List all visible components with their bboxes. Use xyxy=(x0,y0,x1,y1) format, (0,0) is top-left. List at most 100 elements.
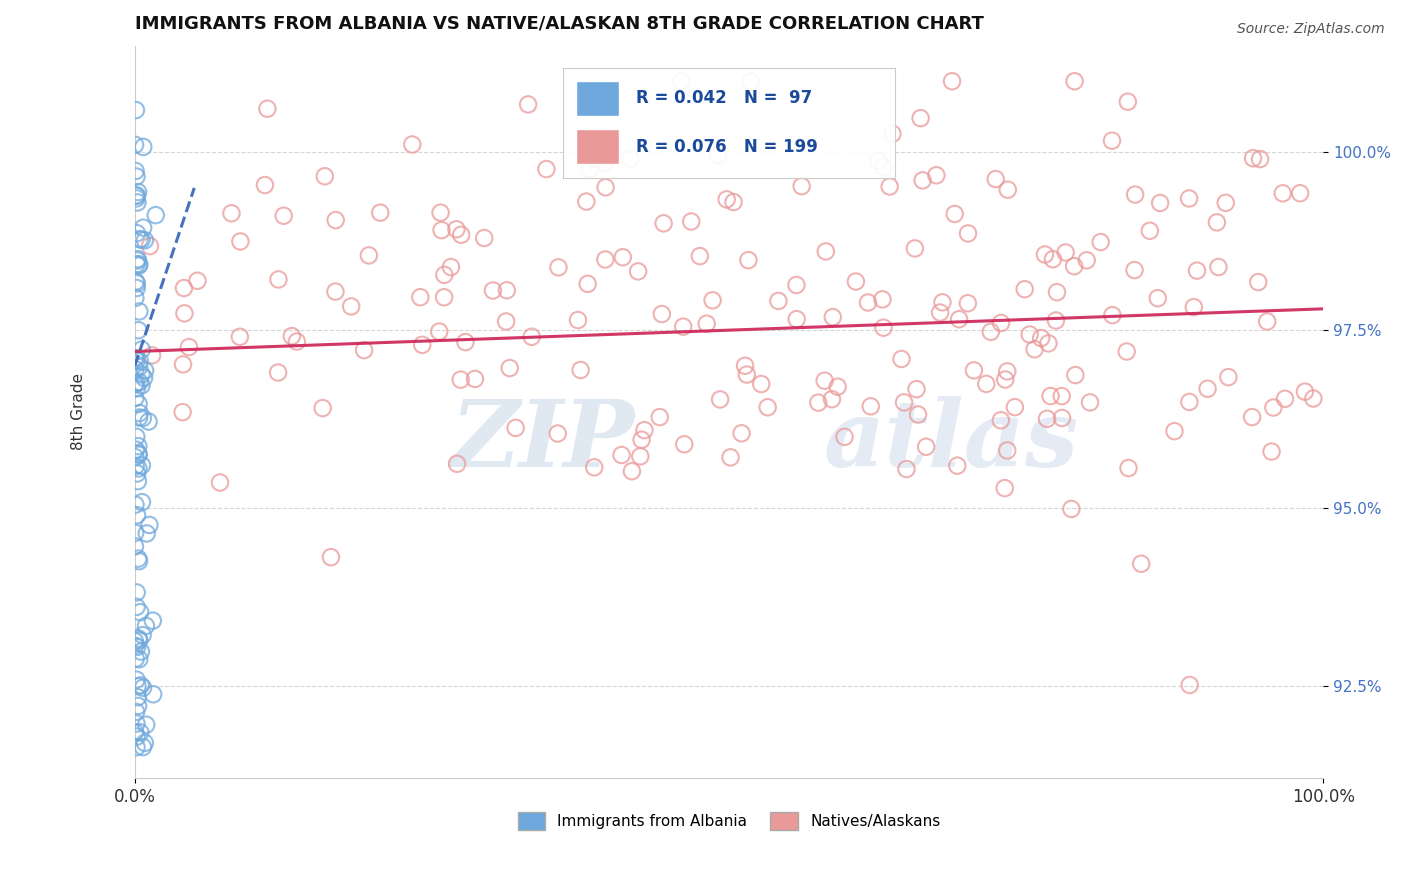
Point xyxy=(172,405,194,419)
Point xyxy=(740,75,762,89)
Point xyxy=(124,351,146,365)
Point xyxy=(814,374,837,388)
Point xyxy=(495,314,517,328)
Point xyxy=(131,343,153,357)
Point xyxy=(134,736,156,750)
Point xyxy=(1078,395,1101,409)
Point xyxy=(1045,313,1067,327)
Point xyxy=(785,277,807,292)
Point xyxy=(128,448,150,462)
Point xyxy=(131,495,153,509)
Point xyxy=(893,395,915,409)
Point xyxy=(125,277,148,291)
Point xyxy=(357,248,380,262)
Point xyxy=(915,440,938,454)
Point xyxy=(1046,285,1069,300)
Point xyxy=(127,474,149,488)
Point xyxy=(314,169,336,184)
Point xyxy=(974,376,997,391)
Point xyxy=(253,178,276,192)
Point xyxy=(786,312,808,326)
Point xyxy=(1271,186,1294,201)
Point xyxy=(1260,444,1282,458)
Point xyxy=(994,372,1017,386)
Point xyxy=(505,421,527,435)
Point xyxy=(132,681,155,695)
Point xyxy=(1014,282,1036,296)
Point xyxy=(125,226,148,240)
Point xyxy=(735,368,758,382)
Point xyxy=(1050,411,1073,425)
Point xyxy=(124,291,146,305)
Point xyxy=(1038,336,1060,351)
Point xyxy=(1294,384,1316,399)
Point xyxy=(1115,344,1137,359)
Point xyxy=(124,164,146,178)
Point xyxy=(208,475,231,490)
Point xyxy=(1215,195,1237,210)
Point xyxy=(612,250,634,264)
Point xyxy=(446,222,468,236)
Point xyxy=(856,295,879,310)
Point xyxy=(1206,215,1229,229)
Point xyxy=(904,241,927,255)
Point xyxy=(948,312,970,326)
Point xyxy=(872,160,894,174)
Point xyxy=(1139,224,1161,238)
Point xyxy=(267,366,290,380)
Point xyxy=(1064,368,1087,382)
Point xyxy=(1101,308,1123,322)
Point xyxy=(125,508,148,523)
Point xyxy=(138,518,160,533)
Point xyxy=(1060,502,1083,516)
Point xyxy=(124,362,146,376)
Point xyxy=(135,526,157,541)
Point xyxy=(125,103,148,117)
Point xyxy=(627,264,650,278)
Point xyxy=(450,373,472,387)
Point xyxy=(868,153,890,168)
Point xyxy=(1123,263,1146,277)
Point xyxy=(125,651,148,665)
Point xyxy=(984,172,1007,186)
Point xyxy=(125,673,148,687)
Point xyxy=(495,283,517,297)
Point xyxy=(1263,401,1285,415)
Point xyxy=(1149,196,1171,211)
Point xyxy=(124,639,146,653)
Point xyxy=(499,361,522,376)
Point xyxy=(138,415,160,429)
Point xyxy=(125,376,148,390)
Point xyxy=(1130,557,1153,571)
Point xyxy=(995,364,1018,378)
Point xyxy=(127,690,149,705)
Point xyxy=(730,426,752,441)
Point xyxy=(145,208,167,222)
Point xyxy=(1063,74,1085,88)
Point xyxy=(125,275,148,289)
Point xyxy=(128,652,150,666)
Point xyxy=(433,290,456,304)
Point xyxy=(325,285,347,299)
Point xyxy=(1249,152,1271,166)
Point xyxy=(125,188,148,202)
Point xyxy=(127,252,149,267)
Point xyxy=(879,179,901,194)
Point xyxy=(1197,382,1219,396)
Point xyxy=(273,209,295,223)
Point xyxy=(681,214,703,228)
Point xyxy=(1274,392,1296,406)
Point xyxy=(464,372,486,386)
Point xyxy=(576,277,599,291)
Point xyxy=(1116,95,1139,109)
Point xyxy=(128,406,150,420)
Point xyxy=(1146,291,1168,305)
Point xyxy=(132,140,155,154)
Point xyxy=(124,525,146,540)
Point xyxy=(127,679,149,693)
Point xyxy=(872,293,894,307)
Point xyxy=(129,644,152,658)
Point xyxy=(125,191,148,205)
Point xyxy=(172,357,194,371)
Point xyxy=(141,348,163,362)
